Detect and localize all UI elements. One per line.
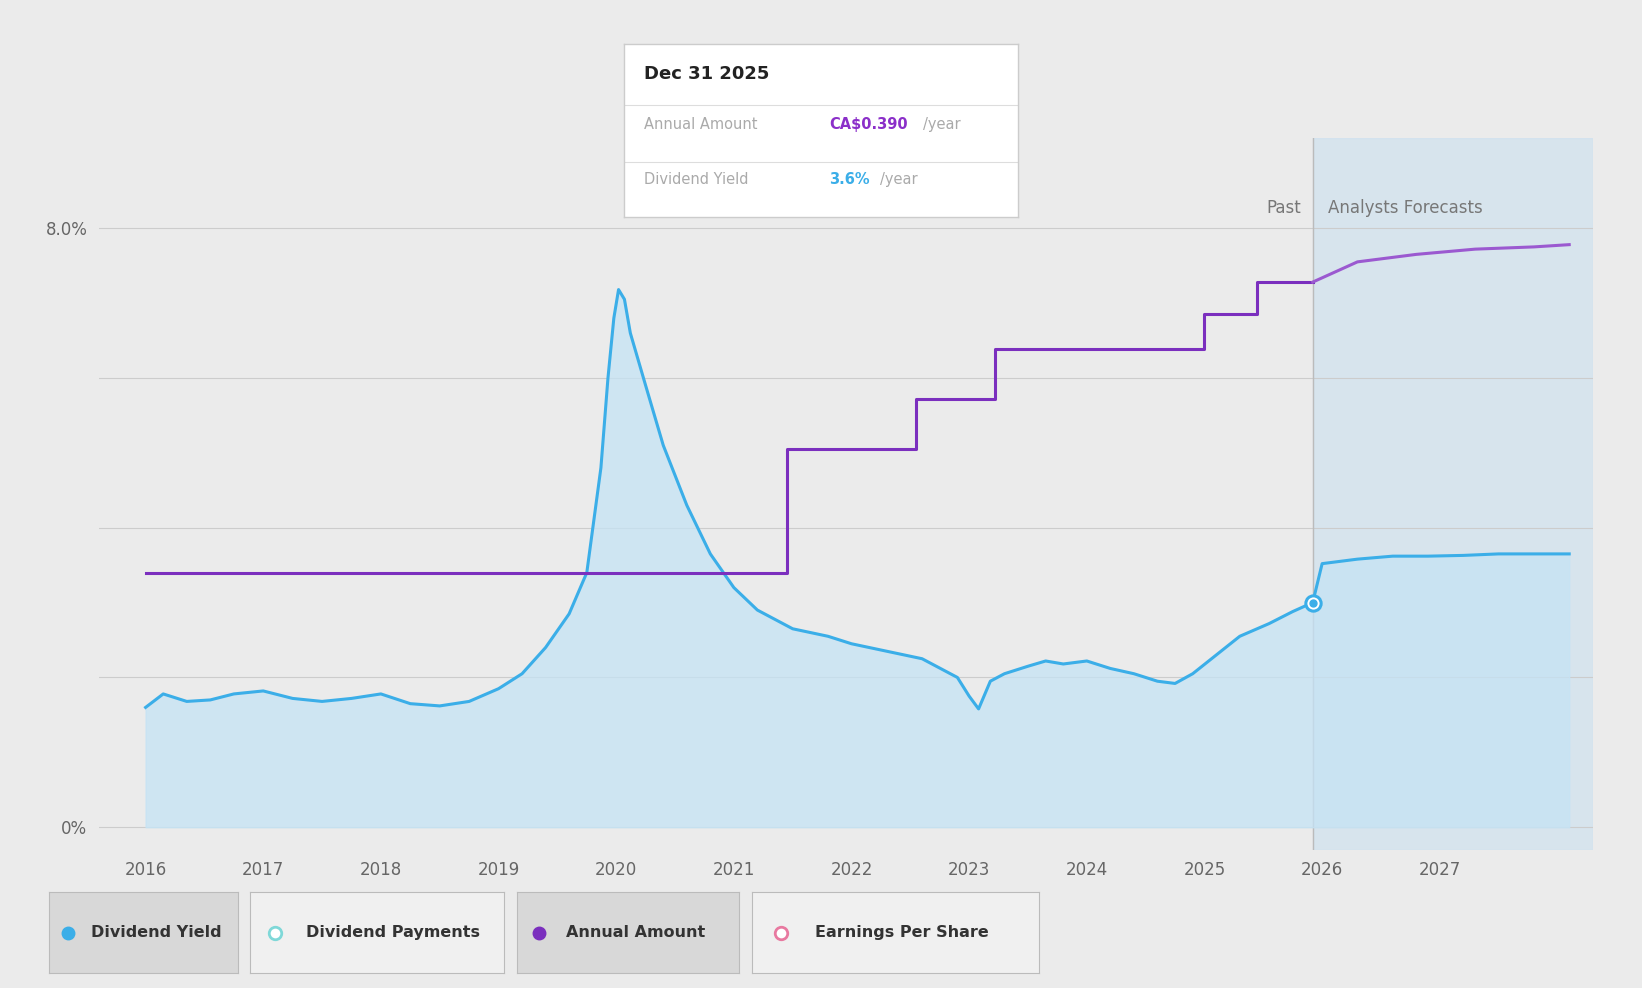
Text: Analysts Forecasts: Analysts Forecasts <box>1328 199 1483 217</box>
Text: Dividend Yield: Dividend Yield <box>90 925 222 941</box>
Text: CA$0.390: CA$0.390 <box>829 118 908 132</box>
Text: Annual Amount: Annual Amount <box>566 925 706 941</box>
Text: /year: /year <box>880 172 918 188</box>
Text: Dividend Yield: Dividend Yield <box>644 172 749 188</box>
Text: Past: Past <box>1266 199 1300 217</box>
Bar <box>1312 138 1593 850</box>
Text: Dec 31 2025: Dec 31 2025 <box>644 65 768 83</box>
Text: Earnings Per Share: Earnings Per Share <box>816 925 988 941</box>
Text: /year: /year <box>923 118 961 132</box>
Text: Dividend Payments: Dividend Payments <box>305 925 479 941</box>
Text: Annual Amount: Annual Amount <box>644 118 757 132</box>
Text: 3.6%: 3.6% <box>829 172 870 188</box>
